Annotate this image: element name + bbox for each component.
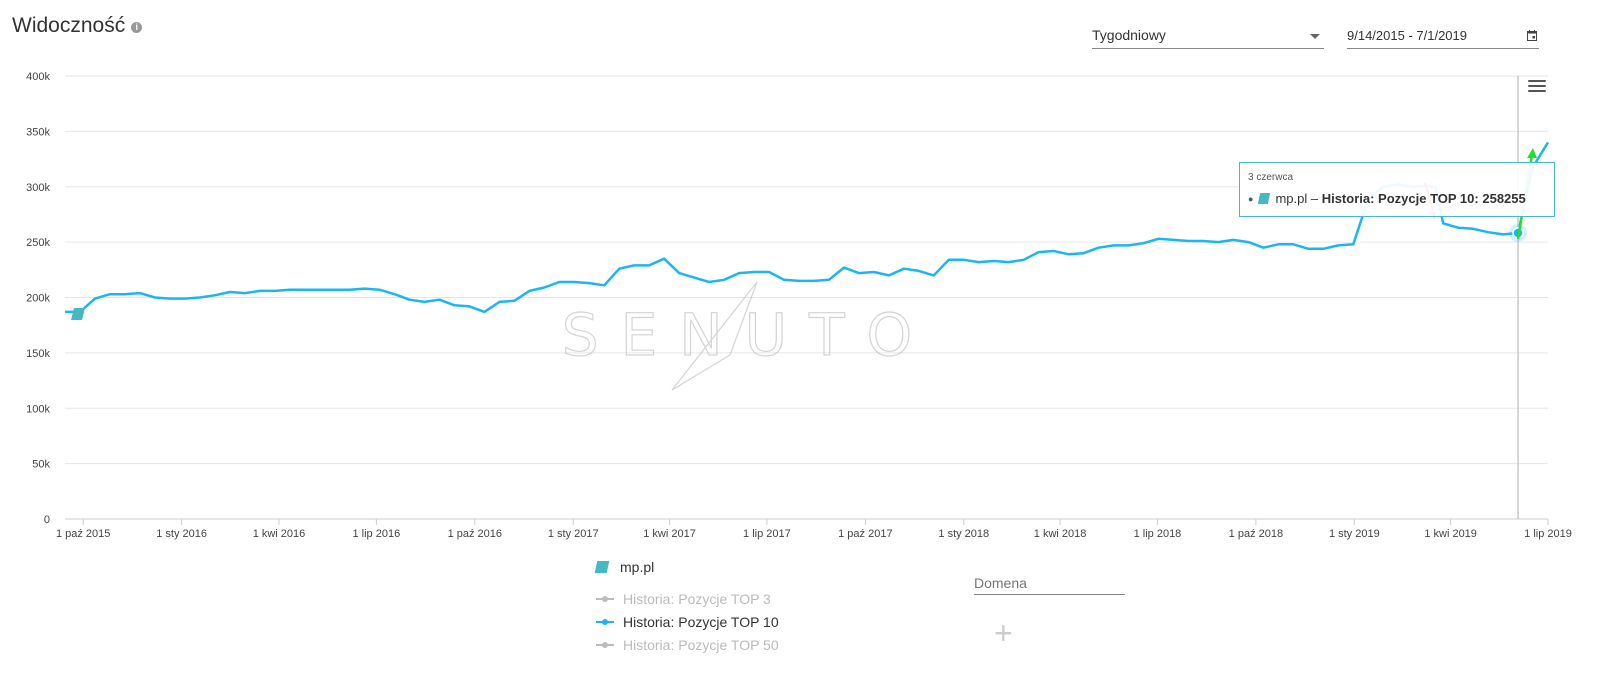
y-tick-label: 350k: [26, 126, 50, 138]
legend-line-marker: [596, 617, 614, 627]
legend-domain-label: mp.pl: [620, 559, 655, 575]
interval-select[interactable]: Tygodniowy: [1092, 26, 1324, 49]
x-tick-label: 1 paź 2015: [56, 528, 110, 540]
add-domain-button[interactable]: +: [994, 615, 1013, 651]
info-icon[interactable]: i: [131, 22, 143, 33]
x-tick-label: 1 paź 2016: [448, 528, 502, 540]
watermark-logo-mark: [671, 281, 758, 391]
green-arrow-head: [1527, 148, 1537, 158]
senuto-watermark: SENUTO: [561, 281, 934, 391]
legend-item-label: Historia: Pozycje TOP 3: [623, 590, 771, 607]
y-tick-label: 300k: [26, 182, 50, 194]
date-range-input[interactable]: 9/14/2015 - 7/1/2019: [1347, 26, 1539, 49]
x-tick-label: 1 lip 2017: [743, 528, 791, 540]
legend-domain-swatch: [594, 561, 610, 573]
legend-item-label: Historia: Pozycje TOP 50: [623, 636, 779, 653]
series-start-marker: [71, 308, 85, 320]
legend-item-top3[interactable]: Historia: Pozycje TOP 3: [596, 587, 779, 610]
y-tick-label: 200k: [26, 293, 50, 305]
page-title: Widoczność i: [12, 14, 143, 38]
legend-line-marker: [596, 640, 614, 650]
chart-grid: [65, 75, 1548, 520]
y-tick-label: 250k: [26, 237, 50, 249]
x-tick-label: 1 kwi 2019: [1424, 528, 1477, 540]
y-tick-label: 400k: [26, 71, 50, 83]
y-axis-ticks: 0 50k 100k 150k 200k 250k 300k 350k 400k: [26, 71, 50, 526]
page-title-text: Widoczność: [12, 14, 126, 37]
chart-legend: mp.pl Historia: Pozycje TOP 3 Historia: …: [594, 555, 779, 656]
x-tick-label: 1 sty 2018: [938, 528, 989, 540]
date-range-value: 9/14/2015 - 7/1/2019: [1347, 28, 1467, 43]
x-tick-label: 1 paź 2018: [1229, 528, 1283, 540]
domain-input[interactable]: Domena: [974, 572, 1125, 595]
y-tick-label: 0: [44, 514, 50, 526]
tooltip-domain: mp.pl: [1275, 191, 1308, 206]
x-tick-label: 1 kwi 2018: [1034, 528, 1087, 540]
domain-input-placeholder: Domena: [974, 575, 1027, 591]
y-tick-label: 100k: [26, 403, 50, 415]
tooltip-series: Historia: Pozycje TOP 10: [1321, 191, 1475, 206]
chart-tooltip: 3 czerwca ● mp.pl – Historia: Pozycje TO…: [1239, 162, 1555, 217]
x-axis-ticks: 1 paź 2015 1 sty 2016 1 kwi 2016 1 lip 2016…: [56, 519, 1572, 540]
x-tick-label: 1 lip 2018: [1134, 528, 1182, 540]
calendar-icon[interactable]: [1527, 30, 1537, 41]
x-tick-label: 1 kwi 2016: [253, 528, 306, 540]
tooltip-swatch: [1258, 193, 1271, 204]
tooltip-bullet: ●: [1248, 193, 1254, 204]
tooltip-value: 258255: [1482, 191, 1526, 206]
tooltip-row: ● mp.pl – Historia: Pozycje TOP 10 : 258…: [1248, 191, 1526, 206]
tooltip-colon: :: [1474, 191, 1483, 206]
x-tick-label: 1 sty 2017: [548, 528, 599, 540]
x-tick-label: 1 paź 2017: [838, 528, 892, 540]
chevron-down-icon[interactable]: [1310, 34, 1320, 39]
legend-item-label: Historia: Pozycje TOP 10: [623, 613, 779, 630]
chart-menu-icon[interactable]: [1528, 80, 1546, 94]
interval-select-value: Tygodniowy: [1092, 27, 1166, 43]
x-tick-label: 1 lip 2016: [353, 528, 401, 540]
first-point-marker: [71, 308, 85, 320]
series-line-top10: [65, 141, 1550, 314]
legend-domain: mp.pl: [594, 555, 779, 579]
legend-line-marker: [596, 594, 614, 604]
watermark-text: SENUTO: [562, 301, 934, 369]
y-tick-label: 150k: [26, 348, 50, 360]
legend-item-top50[interactable]: Historia: Pozycje TOP 50: [596, 633, 779, 656]
y-tick-label: 50k: [32, 459, 50, 471]
tooltip-sep: –: [1307, 191, 1322, 206]
legend-item-top10[interactable]: Historia: Pozycje TOP 10: [596, 610, 779, 633]
tooltip-date: 3 czerwca: [1248, 172, 1294, 183]
x-tick-label: 1 kwi 2017: [643, 528, 696, 540]
chart-series: [65, 141, 1550, 314]
x-tick-label: 1 sty 2016: [156, 528, 207, 540]
x-tick-label: 1 lip 2019: [1524, 528, 1572, 540]
x-tick-label: 1 sty 2019: [1329, 528, 1380, 540]
